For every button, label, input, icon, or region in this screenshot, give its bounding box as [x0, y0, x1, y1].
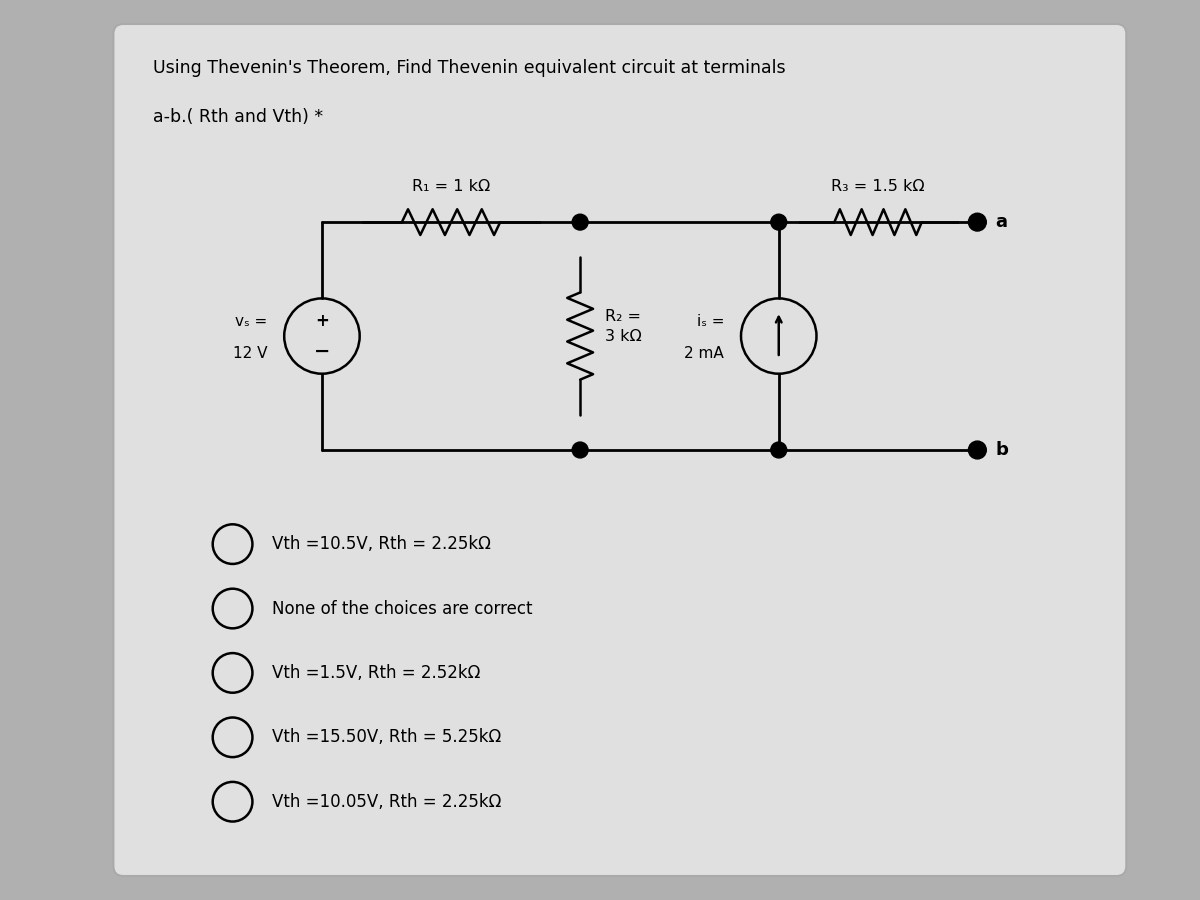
Text: b: b: [995, 441, 1008, 459]
Circle shape: [770, 442, 787, 458]
Circle shape: [968, 441, 986, 459]
Circle shape: [968, 213, 986, 231]
Text: a-b.( Rth and Vth) *: a-b.( Rth and Vth) *: [154, 108, 323, 126]
Text: Using Thevenin's Theorem, Find Thevenin equivalent circuit at terminals: Using Thevenin's Theorem, Find Thevenin …: [154, 58, 786, 76]
Text: iₛ =: iₛ =: [697, 314, 724, 328]
Circle shape: [770, 214, 787, 230]
Text: Vth =10.5V, Rth = 2.25kΩ: Vth =10.5V, Rth = 2.25kΩ: [272, 536, 491, 554]
FancyBboxPatch shape: [114, 24, 1127, 876]
Text: R₂ =
3 kΩ: R₂ = 3 kΩ: [605, 309, 642, 344]
Text: 2 mA: 2 mA: [684, 346, 724, 362]
Text: 12 V: 12 V: [233, 346, 268, 362]
Text: Vth =1.5V, Rth = 2.52kΩ: Vth =1.5V, Rth = 2.52kΩ: [272, 664, 481, 682]
Text: Vth =15.50V, Rth = 5.25kΩ: Vth =15.50V, Rth = 5.25kΩ: [272, 728, 502, 746]
Text: R₃ = 1.5 kΩ: R₃ = 1.5 kΩ: [832, 179, 925, 194]
Text: a: a: [995, 213, 1007, 231]
Text: vₛ =: vₛ =: [235, 314, 268, 328]
Circle shape: [572, 442, 588, 458]
Text: +: +: [316, 312, 329, 330]
Text: R₁ = 1 kΩ: R₁ = 1 kΩ: [412, 179, 490, 194]
Text: None of the choices are correct: None of the choices are correct: [272, 599, 533, 617]
Circle shape: [572, 214, 588, 230]
Text: Vth =10.05V, Rth = 2.25kΩ: Vth =10.05V, Rth = 2.25kΩ: [272, 793, 502, 811]
Text: −: −: [313, 341, 330, 360]
